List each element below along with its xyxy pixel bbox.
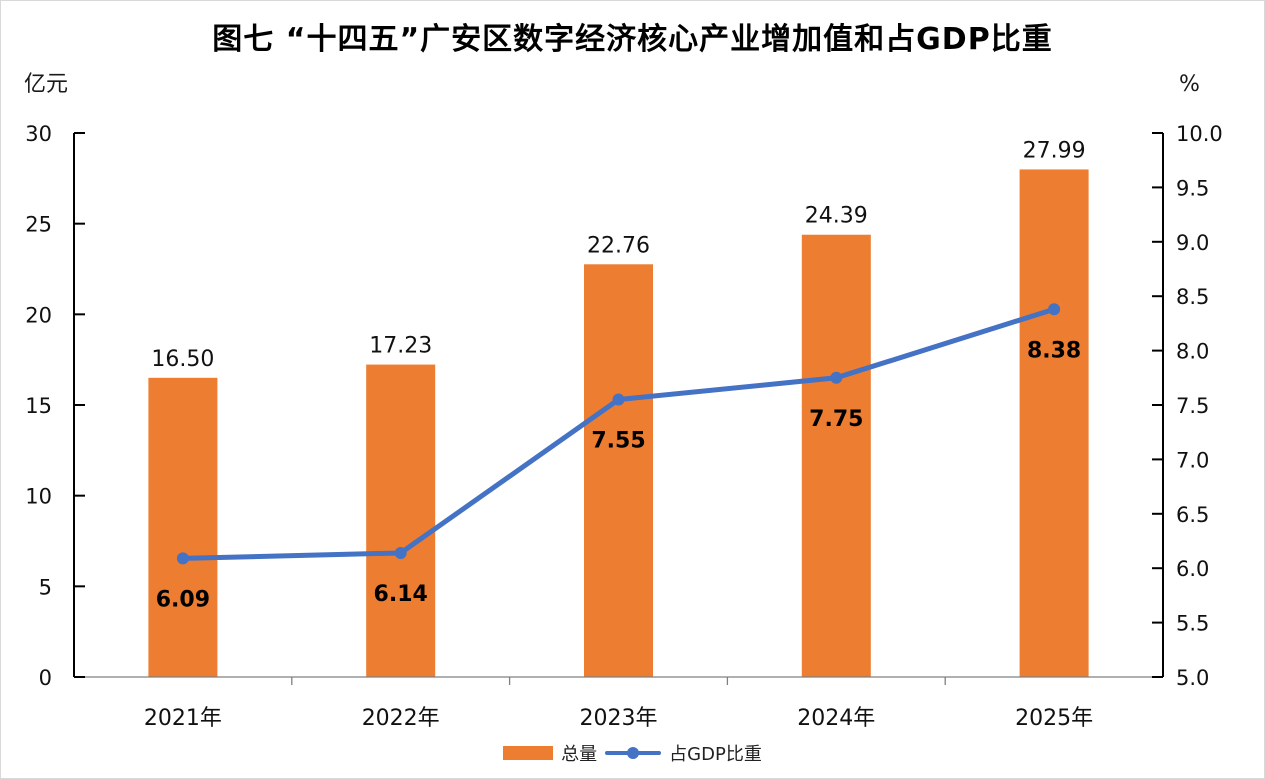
bar bbox=[366, 364, 436, 677]
ratio-point bbox=[830, 371, 843, 384]
x-tick-label: 2021年 bbox=[144, 706, 222, 731]
legend-bar-label: 总量 bbox=[561, 744, 598, 765]
bar-data-label: 22.76 bbox=[587, 233, 650, 258]
right-y-tick-label: 6.0 bbox=[1176, 557, 1209, 581]
ratio-point bbox=[612, 393, 625, 406]
line-data-label: 8.38 bbox=[1027, 338, 1081, 363]
right-y-tick-label: 5.5 bbox=[1176, 612, 1209, 636]
left-axis-unit: 亿元 bbox=[24, 72, 69, 97]
left-y-tick-label: 25 bbox=[25, 213, 52, 237]
right-y-tick-label: 9.0 bbox=[1176, 231, 1209, 255]
bar bbox=[584, 264, 653, 677]
left-y-tick-label: 20 bbox=[25, 303, 52, 327]
left-y-tick-label: 5 bbox=[39, 575, 52, 599]
line-data-label: 7.55 bbox=[591, 429, 645, 454]
bar bbox=[801, 234, 871, 677]
left-y-tick-label: 10 bbox=[25, 485, 52, 509]
bar bbox=[148, 377, 218, 677]
right-y-tick-label: 6.5 bbox=[1176, 503, 1209, 527]
legend-item-line: 占GDP比重 bbox=[605, 740, 762, 766]
right-axis-unit: % bbox=[1179, 72, 1200, 97]
right-y-tick-label: 9.5 bbox=[1176, 176, 1209, 200]
bar-data-label: 17.23 bbox=[369, 334, 432, 359]
x-tick-label: 2023年 bbox=[580, 706, 658, 731]
right-y-tick-label: 8.5 bbox=[1176, 285, 1209, 309]
left-y-tick-label: 0 bbox=[39, 666, 52, 690]
ratio-point bbox=[176, 552, 189, 565]
right-y-tick-label: 5.0 bbox=[1176, 666, 1209, 690]
left-y-tick-label: 30 bbox=[25, 122, 52, 146]
ratio-point bbox=[394, 546, 407, 559]
bar-data-label: 16.50 bbox=[151, 347, 214, 372]
x-tick-label: 2025年 bbox=[1015, 706, 1093, 731]
x-tick-label: 2022年 bbox=[362, 706, 440, 731]
right-y-tick-label: 7.0 bbox=[1176, 448, 1209, 472]
bar bbox=[1019, 169, 1089, 677]
legend-line-label: 占GDP比重 bbox=[669, 744, 762, 765]
right-y-tick-label: 10.0 bbox=[1176, 122, 1223, 146]
line-data-label: 7.75 bbox=[809, 407, 863, 432]
x-tick-label: 2024年 bbox=[797, 706, 875, 731]
legend: 总量 占GDP比重 bbox=[0, 740, 1265, 766]
right-y-tick-label: 8.0 bbox=[1176, 340, 1209, 364]
line-data-label: 6.14 bbox=[374, 582, 428, 607]
left-y-tick-label: 15 bbox=[25, 394, 52, 418]
bar-data-label: 24.39 bbox=[805, 204, 868, 229]
right-y-tick-label: 7.5 bbox=[1176, 394, 1209, 418]
legend-item-bar: 总量 bbox=[503, 740, 597, 766]
bar-data-label: 27.99 bbox=[1023, 138, 1086, 163]
ratio-point bbox=[1048, 303, 1061, 316]
chart-title: 图七 “十四五”广安区数字经济核心产业增加值和占GDP比重 bbox=[212, 22, 1053, 57]
line-data-label: 6.09 bbox=[156, 587, 210, 612]
legend-line-swatch bbox=[605, 746, 662, 760]
legend-bar-swatch bbox=[503, 746, 554, 760]
